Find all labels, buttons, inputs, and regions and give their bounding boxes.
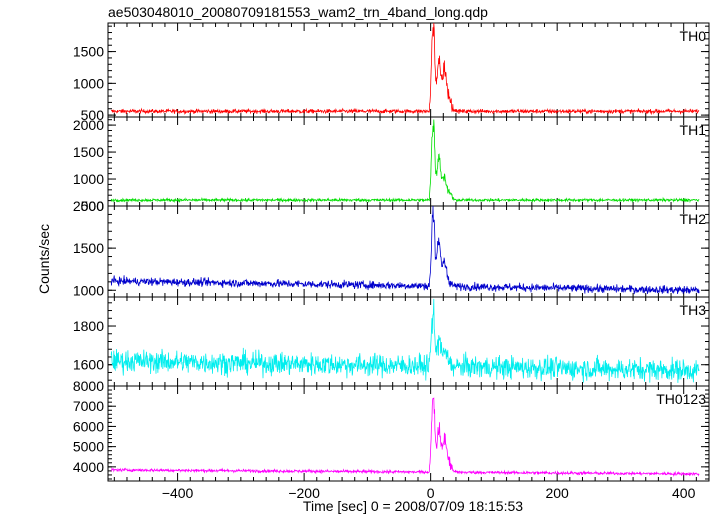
series-line-th2 [110, 205, 700, 295]
y-tick-label: 1600 [73, 357, 104, 373]
y-tick-label: 1800 [73, 318, 104, 334]
y-axis-label: Counts/sec [36, 224, 52, 294]
y-tick-label: 6000 [73, 418, 104, 434]
series-line-th1 [110, 119, 700, 204]
panel-frame [107, 116, 710, 207]
y-tick-label: 1000 [73, 171, 104, 187]
panel-label: TH3 [680, 302, 707, 318]
chart-title: ae503048010_20080709181553_wam2_trn_4ban… [108, 4, 488, 20]
y-tick-label: 500 [81, 198, 105, 214]
panel-label: TH0 [680, 28, 707, 44]
y-tick-label: 1500 [73, 240, 104, 256]
x-tick-label: 200 [545, 485, 569, 501]
y-tick-label: 4000 [73, 459, 104, 475]
y-tick-label: 5000 [73, 439, 104, 455]
panel-frame [107, 296, 710, 387]
panel-label: TH2 [680, 211, 707, 227]
x-tick-label: −200 [288, 485, 320, 501]
panel-th0: 500 1000 1500 TH0 [73, 22, 710, 123]
y-tick-label: 2000 [73, 117, 104, 133]
y-tick-label: 2000 [73, 198, 104, 214]
y-tick-label: 500 [81, 107, 105, 123]
panel-th2: 1000 1500 2000 TH2 [73, 198, 710, 298]
y-tick-label: 1500 [73, 144, 104, 160]
panel-th3: 1600 1800 TH3 [73, 296, 710, 387]
panel-th1: 500 1000 1500 2000 TH1 [73, 116, 710, 214]
panel-label: TH0123 [656, 391, 706, 407]
series-line-th0 [110, 22, 700, 116]
x-tick-label: 0 [427, 485, 435, 501]
y-tick-label: 1000 [73, 75, 104, 91]
series-line-th3 [110, 298, 700, 383]
x-tick-label: 400 [672, 485, 696, 501]
y-tick-label: 7000 [73, 398, 104, 414]
series-line-th0123 [110, 397, 700, 477]
x-axis-label: Time [sec] 0 = 2008/07/09 18:15:53 [303, 498, 523, 514]
panel-frame [107, 22, 710, 118]
x-tick-label: −400 [162, 485, 194, 501]
y-tick-label: 8000 [73, 378, 104, 394]
y-tick-label: 1000 [73, 282, 104, 298]
panel-label: TH1 [680, 122, 707, 138]
y-tick-label: 1500 [73, 44, 104, 60]
panel-frame [107, 385, 710, 482]
panel-th0123: 4000 5000 6000 7000 8000 TH0123 [73, 378, 710, 482]
